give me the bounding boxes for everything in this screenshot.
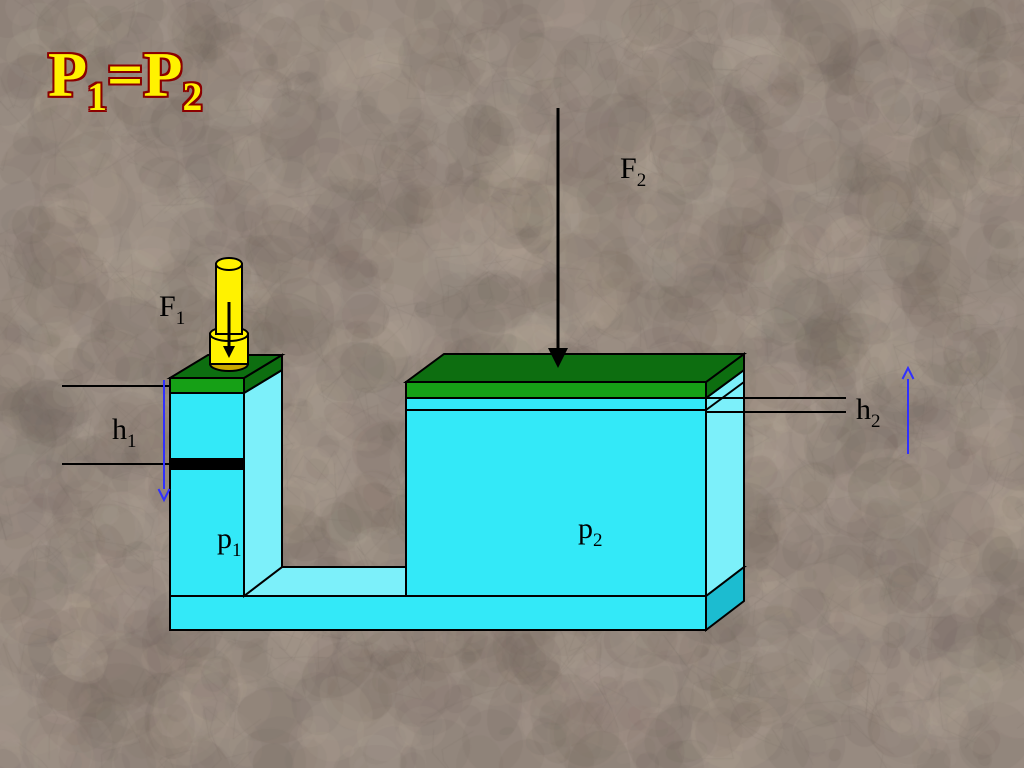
col1-piston-front <box>170 378 244 393</box>
hydraulic-press-diagram: F1F2h1h2p1p2 <box>0 0 1024 768</box>
col1-side <box>244 370 282 596</box>
label-F1: F1 <box>159 290 185 329</box>
label-F2: F2 <box>620 152 646 191</box>
col2-side <box>706 370 744 596</box>
col2-piston-top <box>406 354 744 382</box>
h2-arrow <box>903 368 914 454</box>
force-F2-arrow <box>548 108 568 368</box>
col1-level-bar <box>170 458 244 470</box>
connector-front <box>170 596 706 630</box>
col2-front <box>406 398 706 596</box>
col1-front <box>170 393 244 596</box>
label-h2: h2 <box>856 393 881 432</box>
h1-arrow <box>159 380 170 500</box>
col2-piston-front <box>406 382 706 398</box>
yellow-piston-rod-top <box>216 258 242 270</box>
label-h1: h1 <box>112 413 137 452</box>
